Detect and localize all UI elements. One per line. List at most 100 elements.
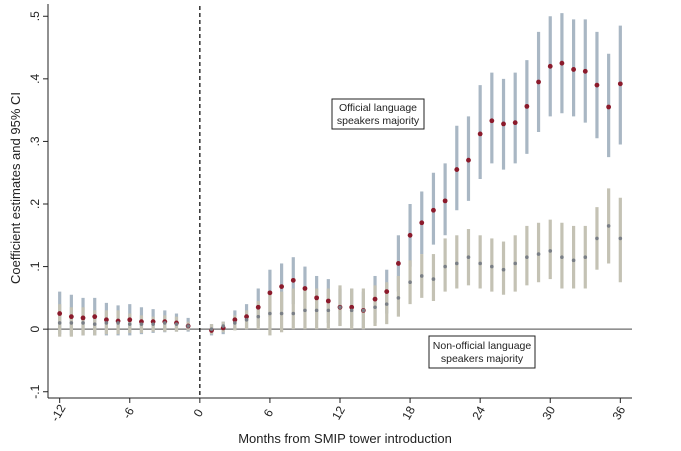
official-point-estimate: [477, 131, 483, 137]
official-point-estimate: [536, 79, 541, 85]
x-tick-label: 18: [399, 403, 418, 422]
official-point-estimate: [92, 314, 98, 320]
official-point-estimate: [384, 289, 390, 295]
non-official-point-estimate: [303, 308, 307, 313]
non-official-annotation-box: [428, 335, 536, 369]
non-official-point-estimate: [501, 267, 506, 272]
official-point-estimate: [244, 314, 249, 320]
non-official-point-estimate: [455, 261, 459, 266]
official-point-estimate: [290, 277, 296, 283]
official-annotation-text: Official language: [339, 102, 417, 114]
official-point-estimate: [255, 304, 261, 310]
official-point-estimate: [571, 67, 576, 72]
non-official-point-estimate: [595, 236, 599, 241]
non-official-point-estimate: [268, 311, 272, 316]
official-point-estimate: [407, 232, 413, 238]
official-point-estimate: [302, 286, 308, 291]
non-official-point-estimate: [244, 317, 249, 322]
non-official-point-estimate: [396, 296, 401, 300]
non-official-point-estimate: [233, 321, 237, 325]
official-point-estimate: [489, 118, 495, 124]
non-official-point-estimate: [478, 261, 482, 266]
non-official-annotation-text: Non-official language: [433, 340, 532, 352]
non-official-point-estimate: [57, 321, 62, 325]
non-official-point-estimate: [92, 322, 97, 326]
official-point-estimate: [419, 220, 425, 226]
non-official-point-estimate: [279, 311, 284, 316]
non-official-point-estimate: [513, 261, 517, 266]
y-tick-label: 0: [28, 326, 42, 333]
official-point-estimate: [466, 157, 471, 163]
x-tick-label: 36: [609, 403, 628, 422]
non-official-point-estimate: [408, 280, 412, 285]
official-point-estimate: [547, 63, 553, 69]
official-point-estimate: [57, 311, 63, 316]
non-official-point-estimate: [490, 264, 494, 269]
non-official-point-estimate: [256, 314, 261, 319]
y-tick-label: .4: [28, 74, 42, 84]
non-official-point-estimate: [174, 322, 179, 326]
official-point-estimate: [325, 298, 331, 304]
reference-lines: [48, 6, 632, 398]
official-point-estimate: [501, 121, 506, 127]
non-official-point-estimate: [525, 255, 529, 259]
y-tick-label: .3: [28, 136, 42, 146]
non-official-point-estimate: [151, 322, 155, 326]
x-tick-label: 30: [539, 403, 558, 422]
official-annotation-text: speakers majority: [337, 115, 420, 127]
non-official-point-estimate: [548, 249, 553, 253]
non-official-point-estimate: [209, 327, 214, 331]
y-tick-label: .5: [28, 11, 42, 21]
point-estimates: [57, 60, 623, 333]
non-official-point-estimate: [116, 321, 120, 325]
non-official-point-estimate: [349, 308, 354, 313]
non-official-point-estimate: [326, 308, 331, 313]
non-official-point-estimate: [384, 302, 389, 306]
official-point-estimate: [314, 295, 320, 301]
non-official-point-estimate: [431, 277, 436, 281]
non-official-point-estimate: [221, 324, 225, 328]
non-official-point-estimate: [443, 264, 447, 269]
x-axis-title: Months from SMIP tower introduction: [238, 431, 452, 446]
official-point-estimate: [279, 284, 284, 290]
non-official-point-estimate: [104, 321, 109, 325]
official-point-estimate: [512, 120, 518, 126]
non-official-point-estimate: [560, 255, 564, 259]
y-tick-label: .1: [28, 261, 42, 271]
official-point-estimate: [80, 315, 86, 321]
official-point-estimate: [267, 290, 273, 296]
non-official-point-estimate: [571, 258, 576, 263]
non-official-point-estimate: [536, 252, 541, 256]
official-point-estimate: [127, 317, 133, 323]
non-official-point-estimate: [583, 255, 588, 259]
official-point-estimate: [431, 207, 436, 213]
non-official-point-estimate: [314, 308, 319, 313]
non-official-point-estimate: [291, 311, 296, 316]
official-point-estimate: [349, 304, 355, 310]
official-point-estimate: [68, 314, 74, 320]
non-official-point-estimate: [127, 322, 132, 326]
non-official-point-estimate: [81, 321, 85, 325]
non-official-point-estimate: [338, 305, 342, 310]
y-axis-title: Coefficient estimates and 95% CI: [8, 92, 23, 284]
non-official-point-estimate: [361, 308, 366, 313]
official-point-estimate: [442, 198, 448, 204]
non-official-point-estimate: [606, 224, 611, 228]
official-point-estimate: [606, 104, 612, 110]
official-point-estimate: [372, 296, 378, 302]
official-point-estimate: [594, 82, 600, 88]
official-point-estimate: [454, 167, 460, 172]
non-official-point-estimate: [466, 255, 471, 259]
official-point-estimate: [232, 317, 238, 323]
x-tick-label: 24: [469, 403, 488, 422]
non-official-point-estimate: [186, 324, 190, 328]
official-point-estimate: [582, 68, 588, 74]
non-official-point-estimate: [163, 321, 167, 325]
non-official-point-estimate: [618, 236, 623, 241]
non-official-annotation-text: speakers majority: [441, 353, 524, 365]
non-official-point-estimate: [139, 322, 144, 326]
official-point-estimate: [559, 60, 565, 66]
official-point-estimate: [104, 317, 109, 323]
